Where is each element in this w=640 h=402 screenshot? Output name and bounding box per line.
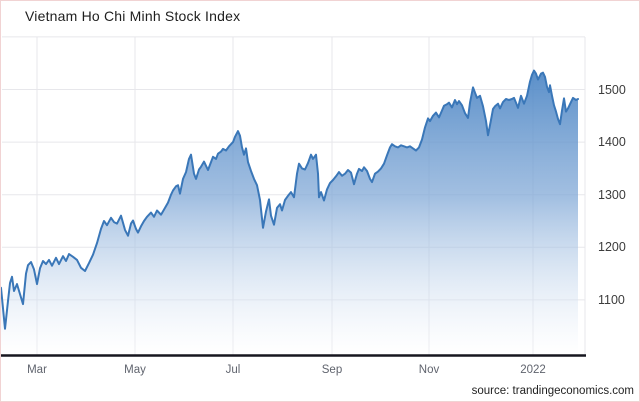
y-axis-label: 1500 [598, 82, 626, 97]
x-axis-label: 2022 [520, 364, 546, 376]
x-axis-label: Sep [321, 364, 343, 376]
x-axis-label: Mar [27, 364, 47, 376]
y-axis-label: 1400 [598, 135, 626, 150]
y-axis-label: 1200 [598, 240, 626, 255]
x-axis-label: Nov [418, 364, 440, 376]
x-axis-label: May [124, 364, 146, 376]
y-axis-label: 1300 [598, 187, 626, 202]
x-axis-label: Jul [225, 364, 241, 376]
source-link[interactable]: source: trandingeconomics.com [471, 385, 634, 397]
chart-title: Vietnam Ho Chi Minh Stock Index [25, 8, 241, 24]
price-line [1, 69, 579, 330]
area-fill [1, 70, 578, 355]
y-axis-label: 1100 [598, 292, 625, 307]
